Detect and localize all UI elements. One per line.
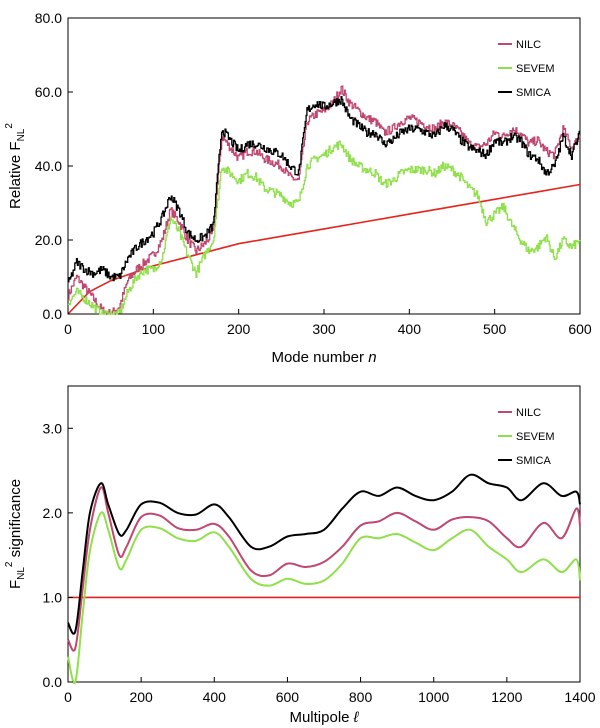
x-tick-label: 800 — [349, 689, 373, 705]
series-line-nilc — [68, 85, 581, 315]
x-tick-label: 100 — [142, 321, 166, 337]
y-tick-label: 0.0 — [43, 306, 63, 322]
legend-label-nilc: NILC — [516, 39, 541, 51]
legend-label-smica: SMICA — [516, 87, 552, 99]
y-tick-label: 40.0 — [35, 158, 62, 174]
legend-label-sevem: SEVEM — [516, 431, 555, 443]
x-tick-label: 1200 — [491, 689, 522, 705]
x-tick-label: 1000 — [418, 689, 449, 705]
x-tick-label: 400 — [398, 321, 422, 337]
legend-label-nilc: NILC — [516, 407, 541, 419]
x-tick-label: 300 — [312, 321, 336, 337]
plot-frame — [67, 385, 581, 683]
x-tick-label: 600 — [568, 321, 592, 337]
series-line-smica — [68, 96, 581, 283]
y-tick-label: 80.0 — [35, 10, 62, 26]
x-axis-label: Multipole ℓ — [289, 709, 359, 726]
series-line-nilc — [67, 486, 581, 652]
y-tick-label: 20.0 — [35, 232, 62, 248]
series-line-smica — [67, 473, 581, 635]
legend: NILC SEVEM SMICA — [498, 39, 555, 99]
legend-label-smica: SMICA — [516, 455, 552, 467]
x-axis-label: Mode number n — [271, 349, 376, 366]
x-tick-label: 500 — [483, 321, 507, 337]
x-tick-label: 400 — [203, 689, 227, 705]
chart-top-fnl-vs-mode-number: 0 100 200 300 400 500 600 0.0 20.0 40.0 60.0 80.0 M… — [4, 10, 592, 366]
series-line-sevem — [67, 511, 581, 685]
legend-label-sevem: SEVEM — [516, 63, 555, 75]
x-tick-label: 200 — [227, 321, 251, 337]
x-tick-label: 200 — [129, 689, 153, 705]
y-axis-label: Relative FNL2 — [4, 123, 27, 209]
y-tick-label: 0.0 — [43, 674, 63, 690]
legend: NILC SEVEM SMICA — [498, 407, 555, 467]
x-tick-label: 600 — [276, 689, 300, 705]
y-tick-label: 2.0 — [43, 505, 63, 521]
y-axis-label: FNL2 significance — [4, 479, 27, 589]
series-line-sevem — [68, 140, 581, 315]
y-tick-label: 3.0 — [43, 420, 63, 436]
x-tick-label: 0 — [64, 321, 72, 337]
x-tick-label: 1400 — [564, 689, 595, 705]
x-tick-label: 0 — [64, 689, 72, 705]
chart-bottom-fnl-significance-vs-multipole: 0 200 400 600 800 1000 1200 1400 0.0 1.0 2.0 3.0 Mu… — [4, 385, 596, 726]
y-tick-label: 1.0 — [43, 589, 63, 605]
y-tick-label: 60.0 — [35, 84, 62, 100]
